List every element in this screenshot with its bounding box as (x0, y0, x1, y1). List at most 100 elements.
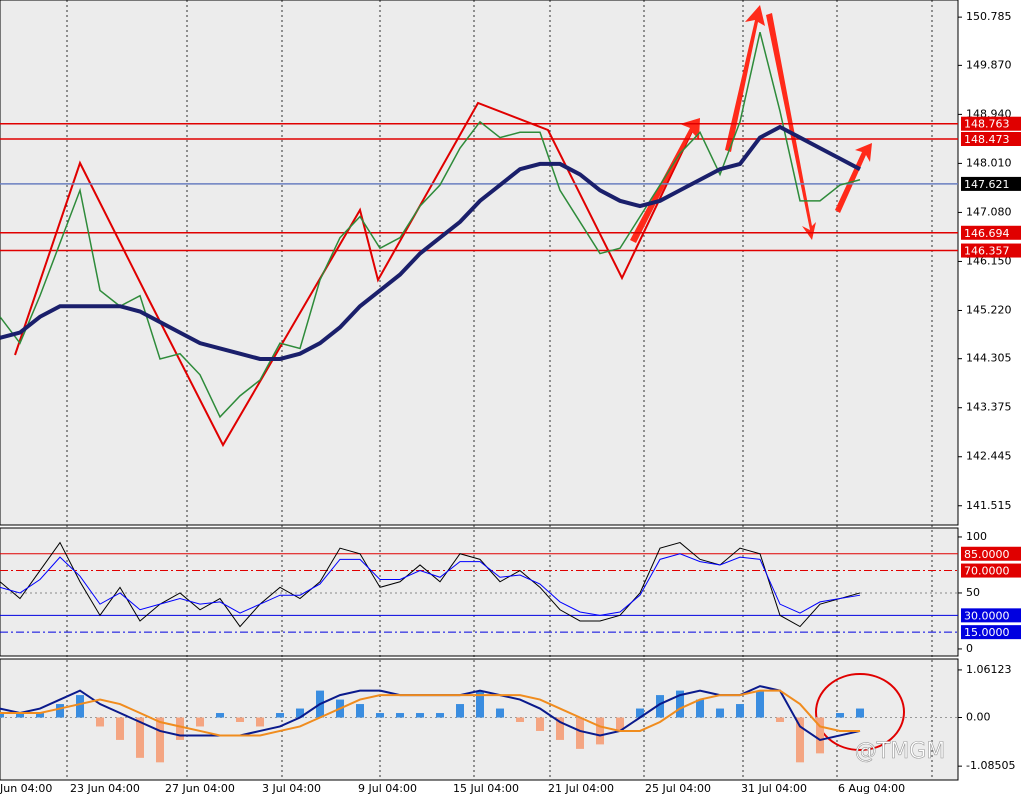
level-label-box (961, 176, 1021, 191)
histogram-bar (556, 717, 564, 740)
y-tick-label: 50 (966, 586, 980, 599)
y-tick-label: 147.080 (966, 205, 1012, 218)
level-label: 70.0000 (964, 565, 1010, 578)
level-label: 147.621 (964, 178, 1010, 191)
histogram-bar (856, 708, 864, 718)
zigzag (14, 101, 696, 448)
x-tick-label: 31 Jul 04:00 (741, 782, 807, 795)
histogram-bar (736, 704, 744, 718)
price-panel (0, 0, 959, 526)
histogram-bar (476, 690, 484, 718)
level-label: 146.357 (964, 245, 1010, 258)
y-tick-label: 100 (966, 530, 987, 543)
level-label-box (961, 563, 1021, 578)
histogram-bar (776, 717, 784, 722)
y-tick-label: -1.08505 (966, 759, 1015, 772)
histogram-bar (0, 713, 4, 718)
arrow (630, 118, 700, 243)
histogram-bar (216, 713, 224, 718)
y-tick-label: 148.010 (966, 156, 1012, 169)
histogram-bar (576, 717, 584, 749)
x-tick-label: 6 Aug 04:00 (838, 782, 905, 795)
level-label: 148.473 (964, 133, 1010, 146)
level-label: 148.763 (964, 118, 1010, 131)
x-tick-label: 23 Jun 04:00 (70, 782, 140, 795)
histogram-bar (236, 717, 244, 722)
x-tick-label: 3 Jul 04:00 (262, 782, 321, 795)
y-tick-label: 142.445 (966, 450, 1012, 463)
histogram-bar (536, 717, 544, 731)
y-tick-label: 144.305 (966, 352, 1012, 365)
x-tick-label: 15 Jul 04:00 (453, 782, 519, 795)
x-tick-label: Jun 04:00 (0, 782, 52, 795)
histogram-bar (356, 704, 364, 718)
histogram-bar (696, 699, 704, 718)
level-label: 146.694 (964, 227, 1010, 240)
histogram-bar (416, 713, 424, 718)
arrow (835, 143, 872, 213)
y-tick-label: 149.870 (966, 58, 1012, 71)
y-tick-label: 143.375 (966, 401, 1012, 414)
histogram-bar (816, 717, 824, 754)
histogram-bar (596, 717, 604, 745)
histogram-bar (56, 704, 64, 718)
x-tick-label: 9 Jul 04:00 (358, 782, 417, 795)
watermark: @TMGM (855, 739, 945, 764)
x-tick-label: 25 Jul 04:00 (645, 782, 711, 795)
histogram-bar (36, 713, 44, 718)
histogram-bar (676, 690, 684, 718)
x-tick-label: 27 Jun 04:00 (165, 782, 235, 795)
histogram-bar (516, 717, 524, 722)
histogram-bar (296, 708, 304, 718)
y-tick-label: 146.150 (966, 254, 1012, 267)
histogram-bar (156, 717, 164, 763)
level-label: 30.0000 (964, 609, 1010, 622)
y-tick-label: 0.00 (966, 711, 991, 724)
histogram-bar (796, 717, 804, 763)
level-label-box (961, 608, 1021, 623)
level-label-box (961, 243, 1021, 258)
level-label-box (961, 116, 1021, 131)
histogram-bar (636, 708, 644, 718)
series-line (0, 124, 861, 361)
series-line (0, 553, 861, 616)
y-tick-label: 145.220 (966, 303, 1012, 316)
histogram-bar (76, 695, 84, 718)
highlight-circle (815, 673, 905, 751)
series-line (0, 31, 861, 419)
histogram-bar (376, 713, 384, 718)
histogram-bar (136, 717, 144, 758)
histogram-bar (756, 690, 764, 718)
histogram-bar (456, 704, 464, 718)
level-label-box (961, 625, 1021, 640)
arrow (725, 5, 765, 152)
y-tick-label: 141.515 (966, 499, 1012, 512)
histogram-bar (496, 708, 504, 718)
histogram-bar (616, 717, 624, 731)
histogram-bar (176, 717, 184, 740)
x-tick-label: 21 Jul 04:00 (548, 782, 614, 795)
level-label: 85.0000 (964, 548, 1010, 561)
level-label-box (961, 546, 1021, 561)
histogram-bar (116, 717, 124, 740)
y-tick-label: 0 (966, 642, 973, 655)
histogram-bar (656, 695, 664, 718)
histogram-bar (96, 717, 104, 727)
histogram-bar (196, 717, 204, 727)
histogram-bar (396, 713, 404, 718)
series-line (0, 689, 860, 737)
histogram-bar (276, 713, 284, 718)
oscillator-panel (0, 527, 959, 657)
level-label-box (961, 225, 1021, 240)
histogram-bar (836, 713, 844, 718)
y-tick-label: 150.785 (966, 10, 1012, 23)
histogram-bar (716, 708, 724, 718)
histogram-bar (16, 713, 24, 718)
histogram-bar (436, 713, 444, 718)
level-label-box (961, 131, 1021, 146)
histogram-bar (256, 717, 264, 727)
y-tick-label: 1.06123 (966, 663, 1012, 676)
level-label: 15.0000 (964, 626, 1010, 639)
